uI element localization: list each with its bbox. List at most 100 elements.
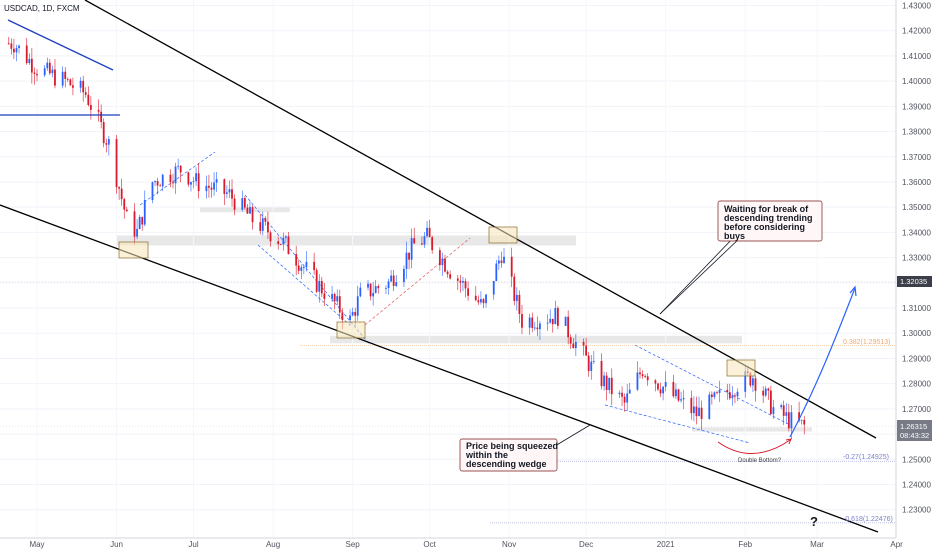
candle-body — [698, 407, 700, 417]
candle-body — [82, 80, 85, 93]
price-tick-label: 1.24000 — [902, 480, 931, 489]
candle-body — [682, 397, 685, 400]
candle-body — [228, 189, 231, 193]
double-bottom-arc — [717, 439, 791, 454]
candle-body — [752, 378, 754, 386]
candle-body — [28, 58, 31, 63]
candle-body — [626, 393, 629, 403]
candle-body — [480, 299, 482, 303]
candle-body — [246, 207, 249, 214]
candle-body — [782, 405, 785, 416]
price-zone — [116, 235, 576, 246]
price-axis[interactable]: 1.43000 1.42000 1.41000 1.40000 1.39000 1.380… — [895, 0, 932, 540]
candle-body — [692, 406, 695, 414]
candle-body — [64, 71, 67, 79]
projection-arrowhead — [849, 285, 857, 297]
candle-body — [385, 288, 387, 289]
candle-body — [587, 355, 590, 372]
candle-body — [333, 294, 336, 302]
candle-body — [69, 79, 72, 86]
candle-body — [731, 395, 734, 399]
candle-body — [100, 111, 103, 123]
candle-body — [585, 345, 588, 356]
candle-body — [764, 388, 767, 396]
candle-body — [405, 252, 408, 269]
time-axis[interactable]: May Jun Jul Aug Sep Oct Nov Dec 2021 Feb Mar Apr — [0, 537, 932, 550]
channel-dashed-line — [364, 237, 471, 326]
time-axis-bg — [0, 538, 932, 550]
price-tick-label: 1.23000 — [902, 506, 931, 515]
candle-body — [749, 372, 752, 386]
candle-body — [25, 45, 28, 63]
candle-body — [97, 109, 100, 112]
candle-body — [374, 286, 377, 293]
candle-body — [639, 372, 641, 375]
candle-body — [428, 227, 431, 238]
candle-body — [426, 227, 428, 237]
candle-body — [295, 254, 298, 266]
candle-body — [533, 327, 536, 329]
candle-body — [477, 300, 480, 303]
price-tag-level: 1.32035 — [900, 277, 927, 286]
candle-body — [10, 43, 13, 49]
time-tick-label: May — [29, 540, 44, 549]
candle-body — [690, 397, 693, 414]
candle-body — [551, 318, 554, 325]
candle-body — [592, 361, 595, 362]
price-tick-label: 1.27000 — [902, 405, 931, 414]
candle-body — [718, 389, 721, 393]
touch-box — [336, 321, 366, 339]
candle-body — [762, 390, 765, 396]
channel-dashed-line — [634, 344, 791, 426]
candle-body — [259, 222, 262, 231]
time-tick-label: Nov — [502, 540, 516, 549]
candle-body — [695, 406, 698, 417]
early-downtrend-line — [7, 19, 114, 71]
candle-body — [474, 295, 477, 301]
candle-body — [485, 294, 487, 304]
candle-body — [495, 263, 498, 281]
candle-body — [13, 48, 15, 53]
time-tick-label: Sep — [346, 540, 361, 549]
candle-body — [790, 412, 793, 429]
question-mark: ? — [810, 514, 818, 529]
candle-body — [269, 232, 272, 242]
price-tick-label: 1.38000 — [902, 128, 931, 137]
price-zone — [330, 335, 742, 344]
price-tag-last: 1.26315 — [900, 422, 927, 431]
candle-body — [605, 375, 608, 391]
candle-body — [51, 69, 54, 74]
candle-body — [161, 174, 164, 187]
candle-body — [410, 238, 413, 260]
candle-body — [320, 280, 323, 294]
lower-wedge-line — [0, 204, 879, 533]
candle-body — [423, 236, 426, 245]
candle-body — [708, 394, 711, 419]
candle-body — [18, 45, 20, 49]
candle-body — [54, 69, 56, 86]
candle-body — [251, 207, 254, 223]
candle-body — [179, 165, 182, 173]
callout-top-box[interactable] — [717, 200, 823, 242]
grid — [0, 5, 896, 511]
candle-body — [623, 396, 626, 403]
callout-bottom-line-3: descending wedge — [466, 459, 547, 469]
candle-body — [610, 377, 613, 395]
candle-body — [136, 228, 138, 237]
candle-body — [43, 68, 46, 76]
callout-bottom-box[interactable] — [459, 438, 558, 472]
candle-body — [554, 308, 557, 325]
candle-body — [675, 389, 677, 397]
candle-body — [7, 43, 10, 45]
price-tick-label: 1.34000 — [902, 228, 931, 237]
candle-body — [30, 58, 33, 73]
candle-body — [387, 281, 390, 289]
candle-body — [205, 185, 208, 192]
callout-top-pointer-2 — [659, 235, 743, 315]
candle-body — [390, 275, 393, 282]
candle-body — [331, 294, 333, 299]
time-tick-label: Feb — [738, 540, 752, 549]
candle-body — [66, 78, 69, 80]
